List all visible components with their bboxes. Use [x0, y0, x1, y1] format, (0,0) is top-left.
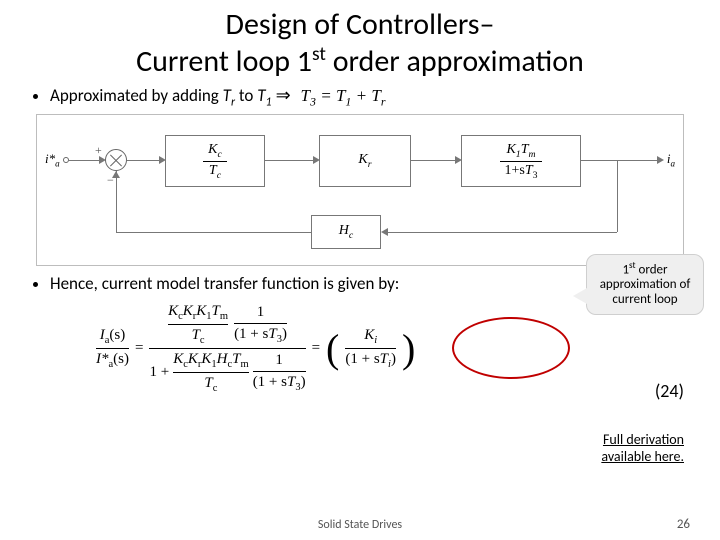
block-diagram: i*a + − Kc Tc Kr K1Tm 1+sT3 ia Hc — [36, 114, 684, 266]
eq-equals-2: = — [312, 340, 320, 357]
bullet-list-1: Approximated by adding Tr to T1 ⇒ T3 = T… — [0, 81, 720, 110]
bullet1-Tr: T — [223, 85, 231, 106]
wire-3 — [265, 160, 317, 161]
link-line1: Full derivation — [603, 431, 684, 448]
wire-fb1 — [617, 160, 618, 232]
sig-in: i*a — [45, 151, 60, 169]
eq-plus: + — [351, 86, 371, 105]
block-hc: Hc — [311, 215, 381, 249]
title-sup: st — [312, 42, 326, 66]
link-line2: available here. — [601, 448, 684, 465]
derivation-link[interactable]: Full derivation available here. — [601, 432, 684, 466]
equation-24: Ia(s) I*a(s) = KcKrK1Tm Tc 1 (1 + sT3) — [36, 303, 684, 401]
eq-eq: = — [316, 86, 336, 105]
block-kr: Kr — [319, 135, 411, 187]
callout-rest: order approximation of current loop — [600, 262, 691, 307]
paren-right: ) — [402, 333, 415, 365]
footer-text: Solid State Drives — [0, 518, 720, 532]
slide-title: Design of Controllers– Current loop 1st … — [0, 0, 720, 81]
highlight-oval — [452, 317, 570, 379]
bullet1-T1: T — [257, 85, 265, 106]
wire-2 — [127, 160, 163, 161]
arrow-5 — [657, 156, 664, 164]
paren-left: ( — [326, 333, 339, 365]
eq-lhs: Ia(s) I*a(s) — [96, 327, 129, 370]
wire-4 — [411, 160, 459, 161]
arrow-fb — [381, 228, 388, 236]
eq-rhs: Ki (1 + sTi) — [345, 327, 396, 370]
arrow-fb-up — [112, 171, 120, 178]
sum-junction — [105, 149, 127, 171]
bullet1-mid: to — [235, 85, 257, 106]
eq-T: T — [301, 86, 310, 105]
wire-1 — [69, 160, 103, 161]
eq-Tr: T — [371, 86, 380, 105]
wire-fb2 — [385, 232, 617, 233]
title-line2b: order approximation — [326, 43, 584, 80]
bullet-1: Approximated by adding Tr to T1 ⇒ T3 = T… — [50, 83, 684, 110]
inline-eq: T3 = T1 + Tr — [301, 86, 386, 105]
title-line1: Design of Controllers– — [226, 6, 495, 43]
page-number: 26 — [677, 517, 690, 532]
sig-out: ia — [667, 151, 675, 169]
bullet1-arrow: ⇒ — [272, 84, 291, 106]
eq-T1: T — [336, 86, 345, 105]
title-line2a: Current loop 1 — [136, 43, 312, 80]
eq-equals-1: = — [135, 340, 143, 357]
block-kc-tc: Kc Tc — [165, 135, 265, 187]
bullet1-text-a: Approximated by adding — [50, 85, 223, 106]
wire-fb4 — [116, 171, 117, 232]
equation-number: (24) — [655, 380, 684, 402]
eq-r: r — [381, 94, 386, 108]
eq-mid: KcKrK1Tm Tc 1 (1 + sT3) 1 + KcKrK1HcTm T… — [149, 303, 305, 394]
block-k1tm: K1Tm 1+sT3 — [461, 135, 581, 187]
plus-sign: + — [95, 143, 102, 158]
wire-fb3 — [116, 232, 311, 233]
wire-5 — [581, 160, 661, 161]
